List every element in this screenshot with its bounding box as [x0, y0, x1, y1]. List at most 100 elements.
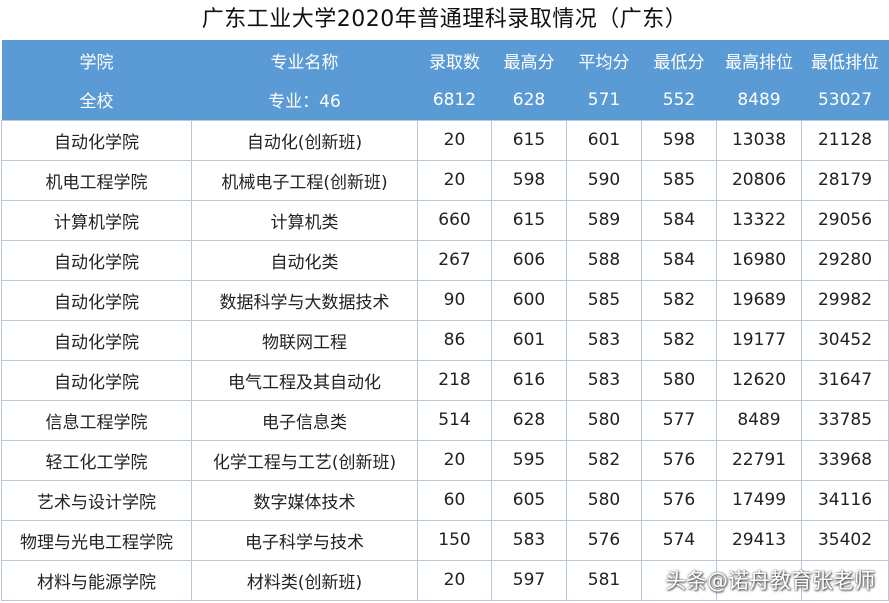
cell-min-rank: 29056: [801, 199, 889, 241]
cell-max-rank: 22791: [716, 439, 802, 481]
cell-min-score: 598: [641, 119, 717, 161]
cell-major: 自动化(创新班): [191, 119, 418, 161]
cell-major: 自动化类: [191, 239, 418, 281]
admission-table: 学院 专业名称 录取数 最高分 平均分 最低分 最高排位 最低排位 全校 专业：…: [1, 40, 889, 601]
cell-major: 电子信息类: [191, 399, 418, 441]
summary-min-rank: 53027: [817, 89, 873, 110]
cell-avg-score: 581: [566, 559, 642, 601]
cell-max-rank: 13322: [716, 199, 802, 241]
cell-avg-score: 588: [566, 239, 642, 281]
summary-max-rank: 8489: [737, 89, 781, 110]
cell-avg-score: 576: [566, 519, 642, 561]
cell-min-score: 585: [641, 159, 717, 201]
cell-max-score: 606: [491, 239, 567, 281]
cell-avg-score: 580: [566, 399, 642, 441]
cell-avg-score: 589: [566, 199, 642, 241]
table-row: 自动化学院 电气工程及其自动化 218 616 583 580 12620 31647: [1, 359, 889, 401]
cell-college: 计算机学院: [1, 199, 192, 241]
cell-college: 机电工程学院: [1, 159, 192, 201]
header-max-rank: 最高排位: [725, 52, 793, 73]
cell-admitted-count: 86: [417, 319, 492, 361]
watermark: 头条@诺舟教育张老师: [665, 569, 875, 593]
table-row: 自动化学院 数据科学与大数据技术 90 600 585 582 19689 29982: [1, 279, 889, 321]
cell-max-rank: 19689: [716, 279, 802, 321]
cell-max-score: 595: [491, 439, 567, 481]
cell-min-rank: 29982: [801, 279, 889, 321]
cell-avg-score: 585: [566, 279, 642, 321]
cell-max-rank: 20806: [716, 159, 802, 201]
cell-min-rank: 33785: [801, 399, 889, 441]
table-row: 艺术与设计学院 数字媒体技术 60 605 580 576 17499 34116: [1, 479, 889, 521]
table-row: 自动化学院 物联网工程 86 601 583 582 19177 30452: [1, 319, 889, 361]
cell-college: 自动化学院: [1, 279, 192, 321]
cell-admitted-count: 20: [417, 159, 492, 201]
cell-avg-score: 580: [566, 479, 642, 521]
cell-major: 计算机类: [191, 199, 418, 241]
cell-admitted-count: 60: [417, 479, 492, 521]
header-min-rank: 最低排位: [811, 52, 879, 73]
cell-college: 艺术与设计学院: [1, 479, 192, 521]
table-header: 学院 专业名称 录取数 最高分 平均分 最低分 最高排位 最低排位 全校 专业：…: [1, 40, 889, 120]
cell-college: 自动化学院: [1, 319, 192, 361]
table-row: 计算机学院 计算机类 660 615 589 584 13322 29056: [1, 199, 889, 241]
cell-max-rank: 19177: [716, 319, 802, 361]
cell-max-rank: 8489: [716, 399, 802, 441]
header-avg-score: 平均分: [578, 52, 630, 73]
cell-admitted-count: 20: [417, 559, 492, 601]
cell-avg-score: 590: [566, 159, 642, 201]
cell-admitted-count: 20: [417, 439, 492, 481]
cell-avg-score: 582: [566, 439, 642, 481]
cell-college: 自动化学院: [1, 239, 192, 281]
cell-major: 电气工程及其自动化: [191, 359, 418, 401]
cell-min-score: 574: [641, 519, 717, 561]
cell-min-rank: 29280: [801, 239, 889, 281]
cell-major: 物联网工程: [191, 319, 418, 361]
table-row: 材料与能源学院 材料类(创新班) 20 597 581: [1, 559, 889, 601]
cell-max-score: 605: [491, 479, 567, 521]
summary-college: 全校: [79, 92, 114, 113]
cell-min-score: 582: [641, 279, 717, 321]
cell-major: 数字媒体技术: [191, 479, 418, 521]
cell-admitted-count: 150: [417, 519, 492, 561]
cell-min-rank: 31647: [801, 359, 889, 401]
cell-admitted-count: 20: [417, 119, 492, 161]
summary-major-count: 专业：46: [268, 92, 341, 113]
cell-admitted-count: 267: [417, 239, 492, 281]
table-row: 自动化学院 自动化(创新班) 20 615 601 598 13038 21128: [1, 119, 889, 161]
cell-admitted-count: 660: [417, 199, 492, 241]
header-college: 学院: [79, 52, 114, 73]
cell-min-score: 576: [641, 439, 717, 481]
summary-admitted-count: 6812: [432, 89, 477, 110]
cell-college: 轻工化工学院: [1, 439, 192, 481]
cell-min-rank: 28179: [801, 159, 889, 201]
cell-major: 材料类(创新班): [191, 559, 418, 601]
summary-row: 全校 专业：46 6812 628 571 552 8489 53027: [1, 80, 889, 120]
cell-min-score: 580: [641, 359, 717, 401]
cell-college: 自动化学院: [1, 119, 192, 161]
header-row: 学院 专业名称 录取数 最高分 平均分 最低分 最高排位 最低排位: [1, 40, 889, 80]
cell-college: 信息工程学院: [1, 399, 192, 441]
cell-max-score: 615: [491, 119, 567, 161]
table-row: 轻工化工学院 化学工程与工艺(创新班) 20 595 582 576 22791 33968: [1, 439, 889, 481]
cell-avg-score: 583: [566, 319, 642, 361]
cell-max-score: 615: [491, 199, 567, 241]
cell-max-score: 597: [491, 559, 567, 601]
header-min-score: 最低分: [653, 52, 705, 73]
cell-max-score: 583: [491, 519, 567, 561]
cell-admitted-count: 90: [417, 279, 492, 321]
cell-max-rank: 13038: [716, 119, 802, 161]
cell-min-rank: 30452: [801, 319, 889, 361]
cell-college: 自动化学院: [1, 359, 192, 401]
summary-min-score: 552: [662, 89, 696, 110]
table-row: 自动化学院 自动化类 267 606 588 584 16980 29280: [1, 239, 889, 281]
cell-avg-score: 583: [566, 359, 642, 401]
cell-max-score: 616: [491, 359, 567, 401]
header-admitted-count: 录取数: [429, 52, 480, 73]
cell-avg-score: 601: [566, 119, 642, 161]
cell-major: 化学工程与工艺(创新班): [191, 439, 418, 481]
summary-avg-score: 571: [587, 89, 621, 110]
cell-max-score: 600: [491, 279, 567, 321]
cell-college: 物理与光电工程学院: [1, 519, 192, 561]
cell-major: 机械电子工程(创新班): [191, 159, 418, 201]
cell-min-rank: 34116: [801, 479, 889, 521]
